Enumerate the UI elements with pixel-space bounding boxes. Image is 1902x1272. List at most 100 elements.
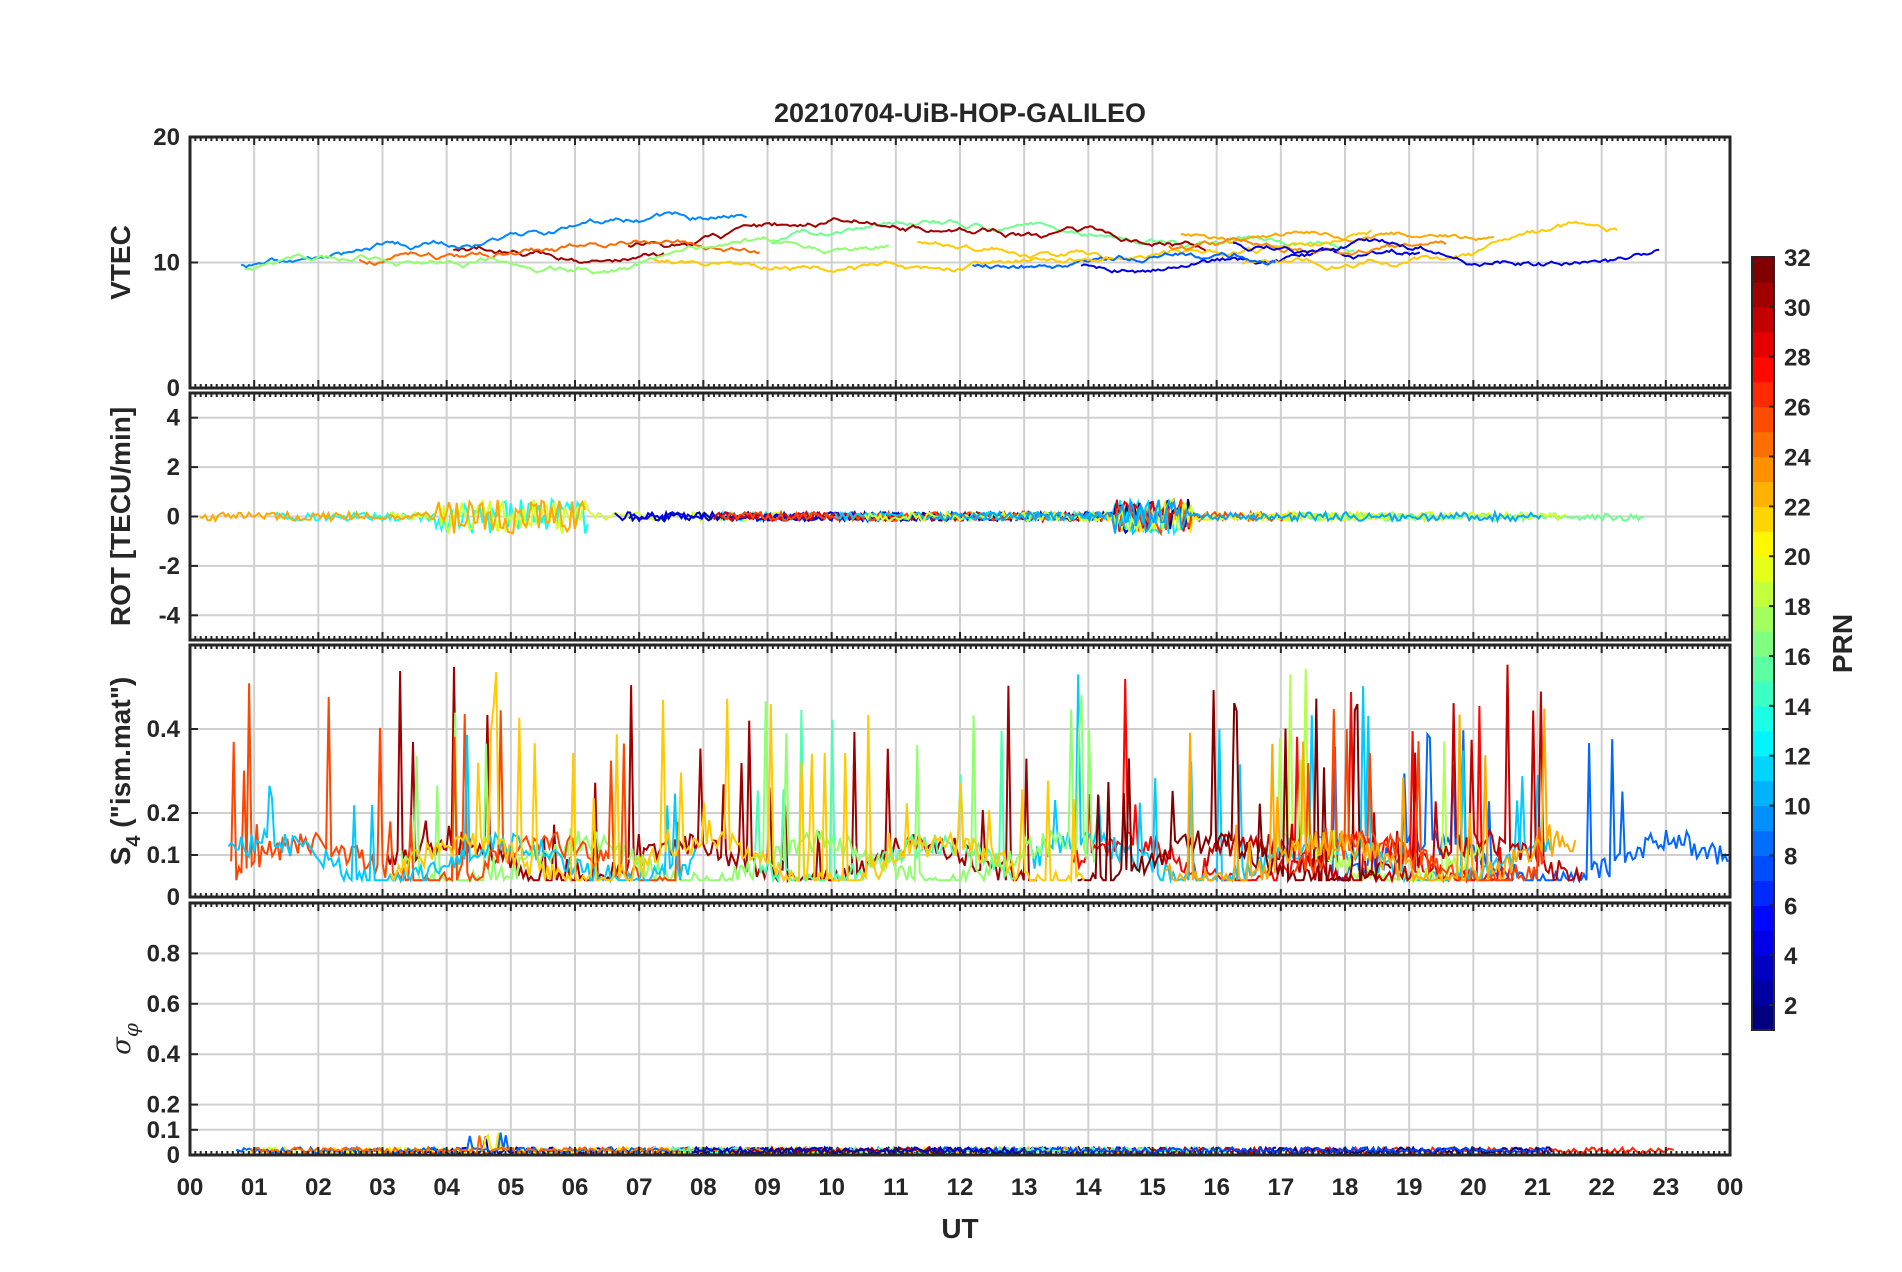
colorbar-segment [1752, 1005, 1774, 1031]
colorbar-segment [1752, 680, 1774, 707]
colorbar-tick-label: 16 [1784, 644, 1811, 671]
series-track-prn-22 [1241, 220, 1618, 272]
colorbar-segment [1752, 880, 1774, 906]
colorbar-segment [1752, 631, 1774, 657]
colorbar-tick-label: 28 [1784, 345, 1811, 372]
y-tick-label: 10 [153, 250, 180, 277]
x-axis-label: UT [941, 1213, 978, 1244]
y-tick-label: -2 [159, 553, 180, 580]
colorbar-tick-label: 10 [1784, 794, 1811, 821]
series-track-prn-26 [230, 683, 682, 884]
colorbar-segment [1752, 381, 1774, 408]
x-tick-label: 10 [818, 1174, 845, 1201]
y-tick-label: 0.6 [147, 991, 180, 1018]
x-tick-label: 15 [1139, 1174, 1166, 1201]
colorbar-frame [1751, 256, 1775, 1031]
series-track-prn-22 [653, 255, 1114, 274]
x-tick-label: 05 [497, 1174, 524, 1201]
series-track-prn-4 [1232, 238, 1660, 268]
series-track-prn-22 [389, 672, 1085, 884]
colorbar-segment [1752, 980, 1774, 1006]
y-axis-label-sub: 4 [123, 835, 145, 847]
colorbar-tick-label: 26 [1784, 395, 1811, 422]
series-track-prn-23 [1164, 708, 1577, 884]
colorbar-segment [1752, 581, 1774, 607]
y-axis-label-rot: ROT [TECU/min] [105, 407, 136, 626]
y-tick-label: 0.2 [147, 1092, 180, 1119]
colorbar-segment [1752, 356, 1774, 383]
panel-rot: -4 -2 0 2 4 ROT [TECU/min] [105, 391, 1732, 642]
colorbar-segment [1752, 406, 1774, 433]
x-tick-label: 16 [1203, 1174, 1230, 1201]
series-track-prn-23 [1180, 230, 1495, 244]
y-tick-label: 0.2 [147, 800, 180, 827]
y-tick-label: 0.1 [147, 1117, 180, 1144]
x-tick-label: 22 [1588, 1174, 1615, 1201]
x-tick-label: 18 [1332, 1174, 1359, 1201]
series-track-prn-11 [227, 734, 697, 884]
grid-sigphi [190, 903, 1730, 1155]
x-tick-label: 20 [1460, 1174, 1487, 1201]
panel-vtec: 0 10 20 VTEC [105, 124, 1732, 402]
colorbar-tick-label: 8 [1784, 843, 1797, 870]
colorbar-tick-label: 30 [1784, 295, 1811, 322]
y-axis-label-rest: ("ism.mat") [105, 677, 136, 836]
colorbar-tick-label: 18 [1784, 594, 1811, 621]
series-track-prn-25 [358, 238, 760, 267]
colorbar-segment [1752, 257, 1774, 283]
colorbar-tick-label: 14 [1784, 694, 1811, 721]
x-tick-label: 09 [754, 1174, 781, 1201]
y-tick-label: 0 [167, 375, 180, 402]
y-axis-label-sigphi: σφ [107, 1023, 143, 1055]
x-tick-label: 00 [1717, 1174, 1744, 1201]
ticks-s4 [189, 645, 1731, 898]
x-tick-label: 00 [177, 1174, 204, 1201]
x-tick-label: 12 [947, 1174, 974, 1201]
x-tick-label: 19 [1396, 1174, 1423, 1201]
y-tick-label: 0.4 [147, 716, 181, 743]
series-track-prn-31 [627, 217, 1207, 252]
x-tick-labels: 00 01 02 03 04 05 06 07 08 09 10 11 12 13 14 15 16 17 18 19… [177, 1174, 1744, 1201]
y-axis-label-main: σ [107, 1036, 137, 1055]
y-tick-label: -4 [159, 602, 181, 629]
series-track-prn-17 [400, 694, 1096, 885]
ticks-sigphi [189, 903, 1731, 1156]
series-track-prn-31 [386, 666, 1037, 884]
colorbar-tick-label: 6 [1784, 893, 1797, 920]
y-tick-label: 20 [153, 124, 180, 151]
chart-title: 20210704-UiB-HOP-GALILEO [774, 98, 1146, 128]
y-axis-label-sub: φ [119, 1023, 143, 1037]
colorbar-segment [1752, 506, 1774, 532]
y-tick-label: 0 [167, 884, 180, 911]
colorbar-segment [1752, 531, 1774, 557]
x-tick-label: 03 [369, 1174, 396, 1201]
series-track-prn-26 [1292, 709, 1546, 883]
x-tick-label: 07 [626, 1174, 653, 1201]
x-tick-label: 13 [1011, 1174, 1038, 1201]
colorbar-segment [1752, 780, 1774, 807]
y-axis-label-vtec: VTEC [105, 225, 136, 300]
colorbar-segment [1752, 705, 1774, 732]
colorbar-segment [1752, 755, 1774, 782]
x-tick-label: 17 [1267, 1174, 1294, 1201]
x-tick-label: 14 [1075, 1174, 1102, 1201]
series-track-prn-17 [244, 236, 889, 275]
series-track-prn-31 [453, 245, 665, 264]
colorbar-segment [1752, 431, 1774, 458]
colorbar-segment [1752, 606, 1774, 632]
series-sigphi [235, 1132, 1674, 1157]
series-s4 [227, 664, 1729, 885]
colorbar-segment [1752, 905, 1774, 931]
series-track-prn-32 [1077, 690, 1392, 884]
colorbar-tick-label: 22 [1784, 494, 1811, 521]
series-rot [199, 496, 1645, 537]
colorbar-tick-label: 24 [1784, 444, 1811, 471]
y-tick-label: 4 [167, 405, 181, 432]
colorbar-tick-label: 12 [1784, 744, 1811, 771]
ticks-vtec [189, 136, 1731, 389]
panel-s4: 00.10.20.4S4 ("ism.mat") [105, 643, 1732, 911]
series-track-prn-8 [972, 251, 1276, 270]
y-axis-label-s4: S4 ("ism.mat") [105, 677, 145, 866]
colorbar-segment [1752, 805, 1774, 832]
